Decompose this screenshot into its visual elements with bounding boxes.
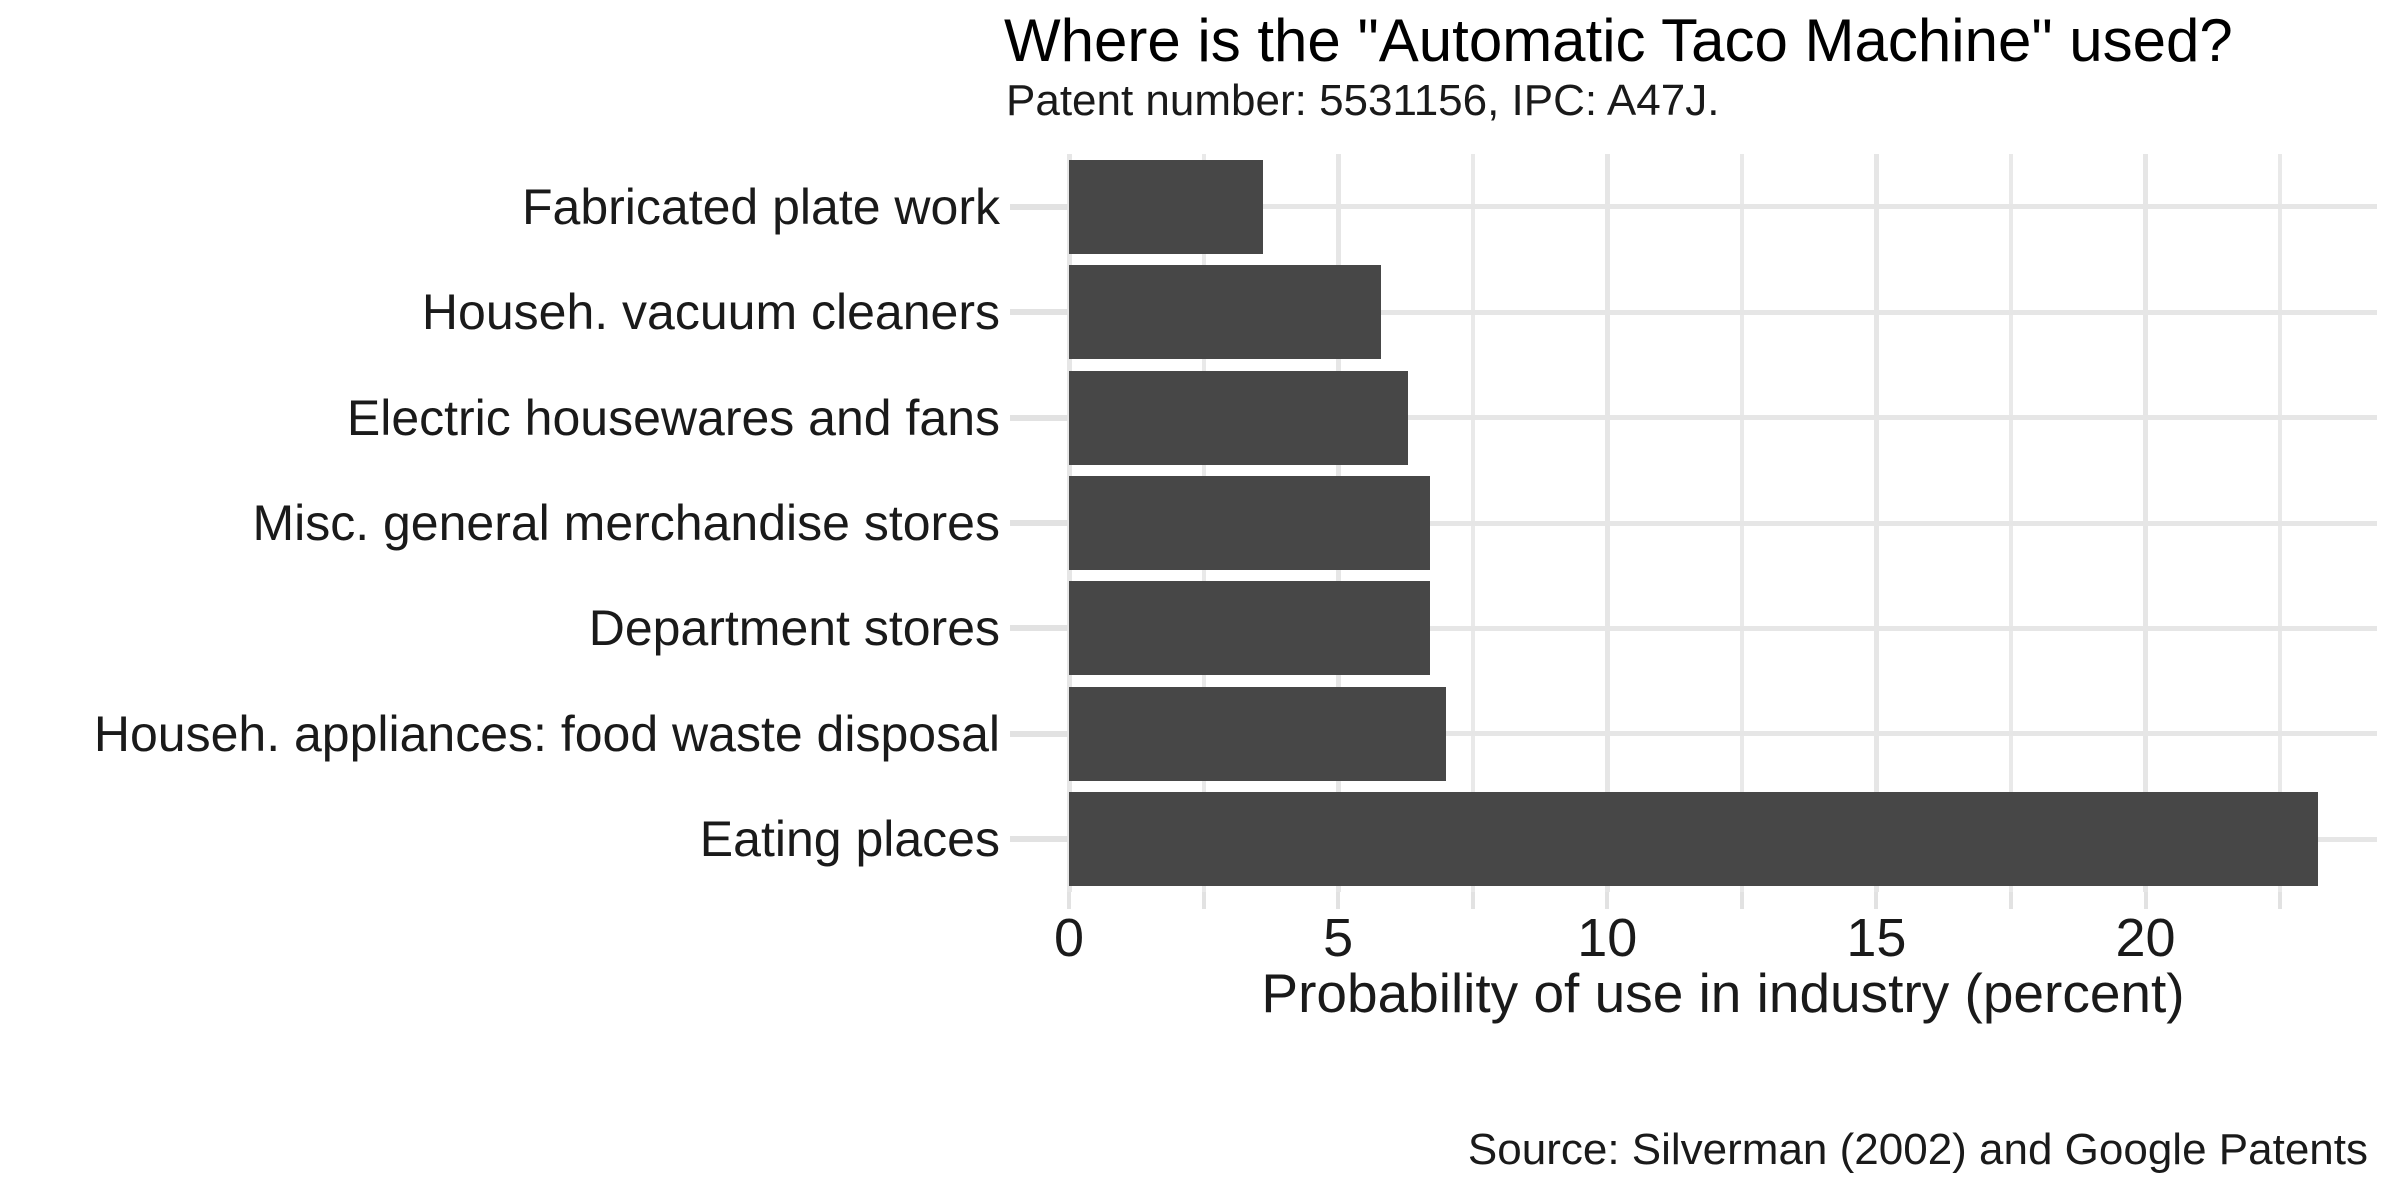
x-axis-tick (1739, 892, 1744, 909)
x-axis-tick (2143, 892, 2148, 909)
x-axis-tick (1201, 892, 1206, 909)
y-axis-tick (1010, 730, 1068, 737)
bar (1069, 792, 2318, 887)
chart-title: Where is the "Automatic Taco Machine" us… (1004, 7, 2233, 74)
x-axis-tick-label: 0 (1053, 908, 1085, 968)
y-axis-tick (1010, 414, 1068, 421)
y-axis-tick (1010, 625, 1068, 632)
y-axis-category-label: Househ. appliances: food waste disposal (93, 705, 1000, 762)
y-axis-tick (1010, 203, 1068, 210)
y-axis-tick (1010, 836, 1068, 843)
y-axis-tick (1010, 309, 1068, 316)
x-axis-tick (1470, 892, 1475, 909)
bar (1069, 265, 1382, 360)
y-major-gridline (1069, 520, 2377, 526)
bar (1069, 370, 1409, 465)
y-major-gridline (1069, 625, 2377, 631)
y-major-gridline (1069, 731, 2377, 737)
x-axis-tick (1336, 892, 1341, 909)
x-axis-tick-label: 15 (1846, 908, 1907, 968)
x-axis-tick-label: 5 (1323, 908, 1354, 968)
bar (1069, 476, 1430, 570)
chart-subtitle: Patent number: 5531156, IPC: A47J. (1006, 76, 1720, 125)
x-axis-tick (1605, 892, 1610, 909)
y-axis-category-label: Electric housewares and fans (346, 389, 1000, 446)
y-axis-category-label: Misc. general merchandise stores (252, 495, 1000, 551)
chart-caption: Source: Silverman (2002) and Google Pate… (1467, 1125, 2368, 1174)
plot-panel (1066, 154, 2377, 892)
x-axis-title: Probability of use in industry (percent) (1261, 962, 2185, 1024)
x-axis-tick-label: 10 (1577, 908, 1638, 968)
bar (1069, 686, 1446, 781)
x-axis-tick (1067, 892, 1071, 909)
y-axis-category-label: Fabricated plate work (521, 178, 1000, 235)
x-axis-tick (1874, 892, 1879, 909)
x-axis-tick-label: 20 (2115, 908, 2176, 968)
y-axis-category-label: Department stores (588, 600, 1000, 657)
y-major-gridline (1069, 204, 2377, 210)
y-axis-category-label: Eating places (699, 811, 1000, 868)
y-axis-category-label: Househ. vacuum cleaners (421, 284, 1000, 341)
bar (1069, 159, 1263, 254)
bar (1069, 581, 1430, 676)
y-axis-tick (1010, 520, 1068, 526)
y-major-gridline (1069, 415, 2377, 421)
x-axis-tick (2008, 892, 2013, 909)
x-axis-tick (2278, 892, 2283, 909)
y-major-gridline (1069, 309, 2377, 315)
